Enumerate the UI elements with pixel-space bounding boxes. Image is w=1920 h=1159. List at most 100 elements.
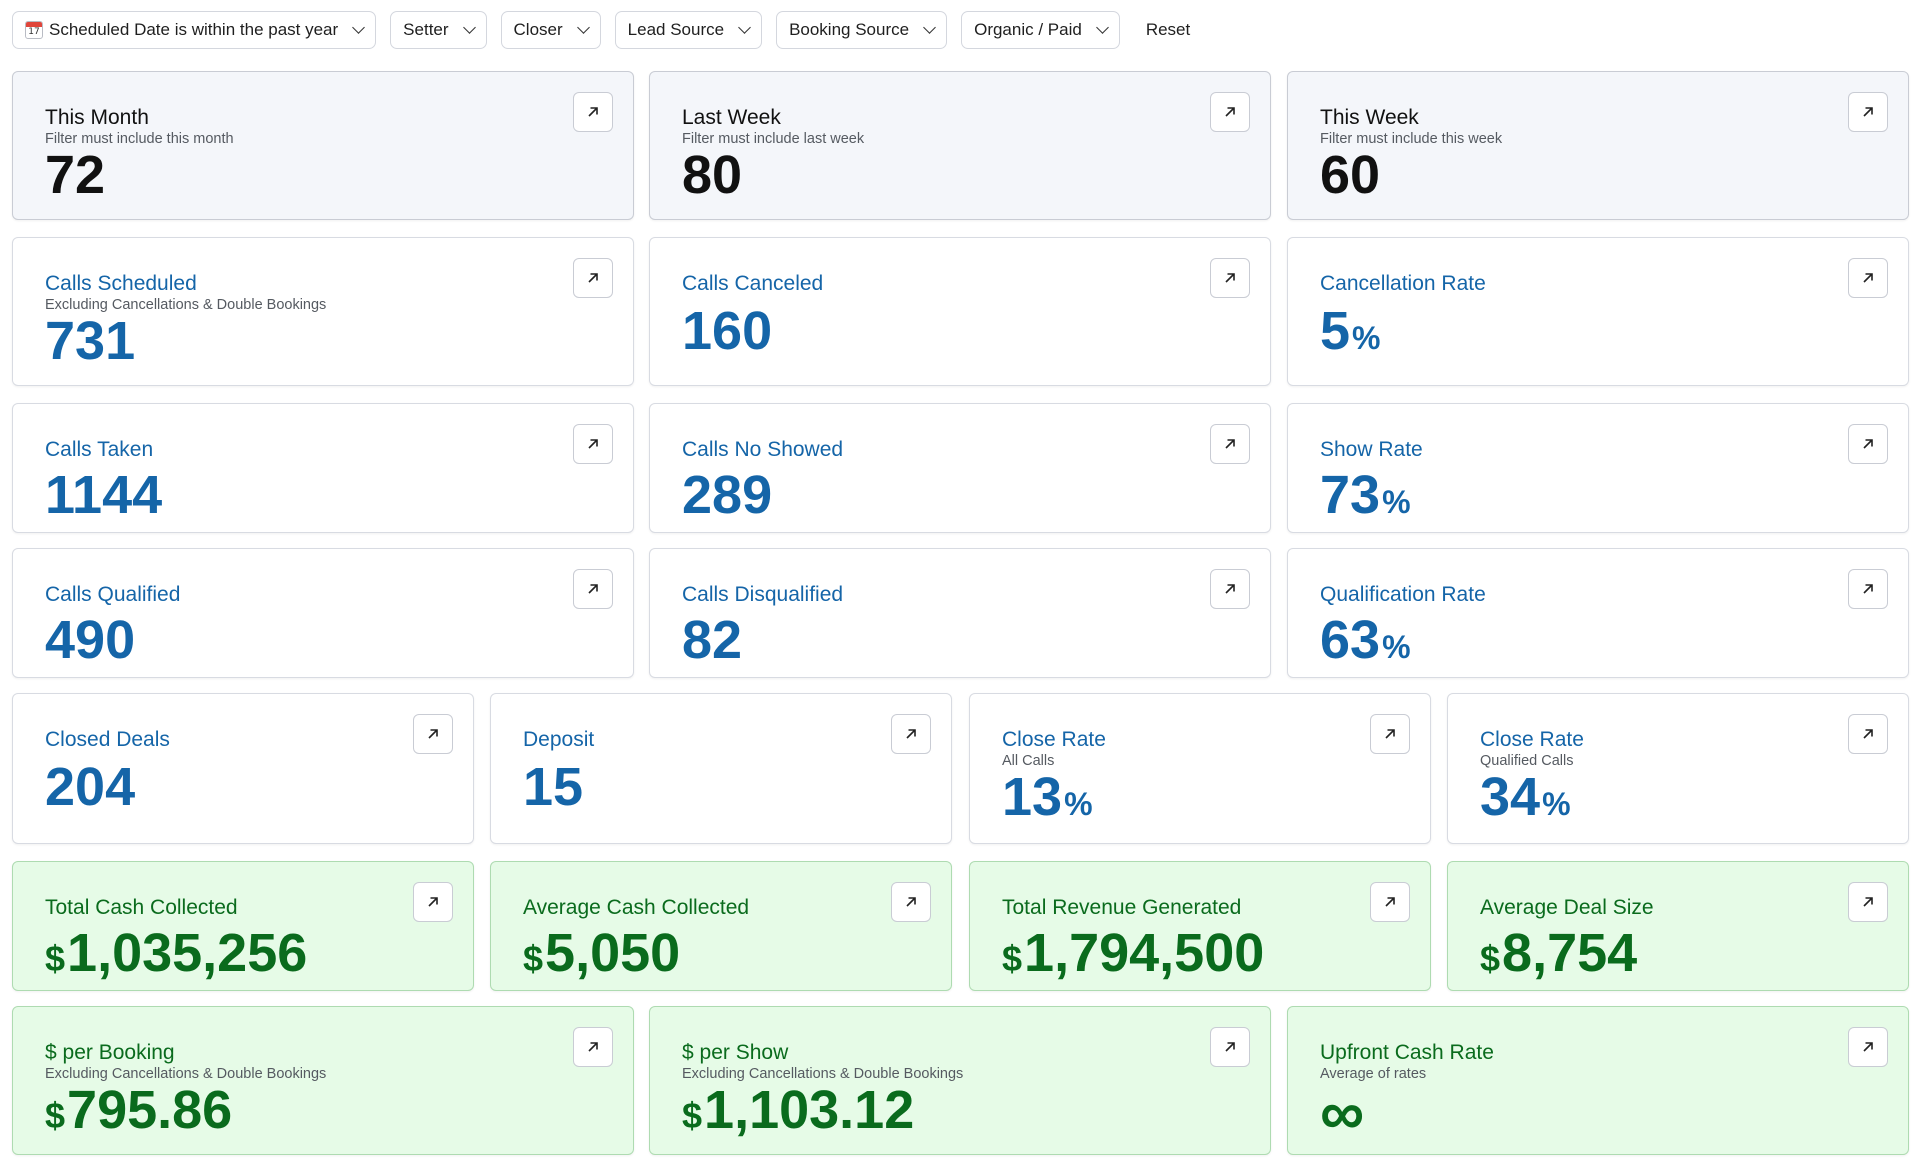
card-value: $795.86	[45, 1080, 233, 1140]
arrow-up-right-icon	[1225, 273, 1235, 283]
card-value: 490	[45, 610, 136, 670]
card-value: 82	[682, 610, 743, 670]
arrow-up-right-icon	[1385, 729, 1395, 739]
arrow-up-right-icon	[588, 584, 598, 594]
card-value: 73%	[1320, 465, 1411, 525]
card-subtitle: Excluding Cancellations & Double Booking…	[682, 1066, 964, 1082]
card-subtitle: Excluding Cancellations & Double Booking…	[45, 297, 327, 313]
arrow-up-right-icon	[1863, 729, 1873, 739]
card-value: $1,103.12	[682, 1080, 915, 1140]
percent-unit: %	[1382, 629, 1411, 665]
open-card-button[interactable]	[1210, 1027, 1250, 1067]
open-card-button[interactable]	[573, 424, 613, 464]
open-card-button[interactable]	[573, 92, 613, 132]
open-card-button[interactable]	[1370, 882, 1410, 922]
lead-source-filter[interactable]: Lead Source	[614, 11, 763, 49]
card-show-rate: Show Rate 73%	[1287, 403, 1909, 533]
card-value: $1,035,256	[45, 923, 308, 983]
card-title: Last Week	[682, 106, 781, 129]
open-card-button[interactable]	[1210, 424, 1250, 464]
arrow-up-right-icon	[588, 107, 598, 117]
arrow-up-right-icon	[906, 729, 916, 739]
arrow-up-right-icon	[906, 897, 916, 907]
card-title: $ per Show	[682, 1041, 789, 1064]
card-per-booking: $ per Booking Excluding Cancellations & …	[12, 1006, 634, 1155]
arrow-up-right-icon	[1863, 897, 1873, 907]
arrow-up-right-icon	[588, 273, 598, 283]
booking-source-filter[interactable]: Booking Source	[776, 11, 948, 49]
lead-source-filter-label: Lead Source	[627, 20, 725, 39]
arrow-up-right-icon	[428, 897, 438, 907]
open-card-button[interactable]	[1210, 569, 1250, 609]
card-calls-no-showed: Calls No Showed 289	[649, 403, 1271, 533]
card-average-deal-size: Average Deal Size $8,754	[1447, 861, 1909, 991]
card-value: 160	[682, 301, 773, 361]
open-card-button[interactable]	[413, 714, 453, 754]
percent-unit: %	[1382, 484, 1411, 520]
card-subtitle: Qualified Calls	[1480, 753, 1574, 769]
card-close-rate-all-calls: Close Rate All Calls 13%	[969, 693, 1431, 844]
card-value: 5%	[1320, 301, 1381, 361]
open-card-button[interactable]	[891, 714, 931, 754]
arrow-up-right-icon	[1385, 897, 1395, 907]
card-subtitle: Filter must include last week	[682, 131, 865, 147]
arrow-up-right-icon	[1225, 107, 1235, 117]
open-card-button[interactable]	[1848, 714, 1888, 754]
arrow-up-right-icon	[1225, 584, 1235, 594]
organic-paid-filter[interactable]: Organic / Paid	[961, 11, 1120, 49]
card-title: Cancellation Rate	[1320, 272, 1486, 295]
arrow-up-right-icon	[428, 729, 438, 739]
open-card-button[interactable]	[1848, 92, 1888, 132]
card-total-cash-collected: Total Cash Collected $1,035,256	[12, 861, 474, 991]
card-value: 34%	[1480, 767, 1571, 827]
card-title: Calls Disqualified	[682, 583, 844, 606]
chevron-down-icon	[923, 21, 936, 34]
card-subtitle: Excluding Cancellations & Double Booking…	[45, 1066, 327, 1082]
card-title: This Week	[1320, 106, 1419, 129]
card-title: Average Deal Size	[1480, 896, 1654, 919]
closer-filter[interactable]: Closer	[500, 11, 601, 49]
reset-button[interactable]: Reset	[1145, 20, 1191, 39]
arrow-up-right-icon	[1863, 107, 1873, 117]
currency-symbol: $	[523, 938, 544, 979]
card-qualification-rate: Qualification Rate 63%	[1287, 548, 1909, 678]
open-card-button[interactable]	[1848, 1027, 1888, 1067]
currency-symbol: $	[682, 1095, 703, 1136]
card-title: Closed Deals	[45, 728, 170, 751]
open-card-button[interactable]	[1848, 424, 1888, 464]
chevron-down-icon	[738, 21, 751, 34]
open-card-button[interactable]	[1210, 92, 1250, 132]
setter-filter[interactable]: Setter	[390, 11, 487, 49]
card-closed-deals: Closed Deals 204	[12, 693, 474, 844]
open-card-button[interactable]	[573, 569, 613, 609]
card-subtitle: Filter must include this month	[45, 131, 234, 147]
card-title: Calls Qualified	[45, 583, 181, 606]
open-card-button[interactable]	[1370, 714, 1410, 754]
card-value: ∞	[1320, 1083, 1364, 1145]
card-value: 80	[682, 145, 743, 205]
open-card-button[interactable]	[1848, 569, 1888, 609]
card-value: 289	[682, 465, 773, 525]
chevron-down-icon	[576, 21, 590, 34]
card-calls-canceled: Calls Canceled 160	[649, 237, 1271, 386]
open-card-button[interactable]	[573, 258, 613, 298]
card-calls-disqualified: Calls Disqualified 82	[649, 548, 1271, 678]
open-card-button[interactable]	[891, 882, 931, 922]
open-card-button[interactable]	[1848, 258, 1888, 298]
open-card-button[interactable]	[573, 1027, 613, 1067]
filter-bar: Scheduled Date is within the past year S…	[12, 11, 1202, 49]
card-value: 15	[523, 757, 584, 817]
percent-unit: %	[1542, 786, 1571, 822]
calendar-icon	[25, 21, 43, 39]
card-title: Total Revenue Generated	[1002, 896, 1242, 919]
arrow-up-right-icon	[1863, 439, 1873, 449]
date-range-filter[interactable]: Scheduled Date is within the past year	[12, 11, 377, 49]
open-card-button[interactable]	[1848, 882, 1888, 922]
card-value: 60	[1320, 145, 1381, 205]
organic-paid-filter-label: Organic / Paid	[974, 20, 1082, 39]
card-this-week: This Week Filter must include this week …	[1287, 71, 1909, 220]
open-card-button[interactable]	[1210, 258, 1250, 298]
open-card-button[interactable]	[413, 882, 453, 922]
setter-filter-label: Setter	[403, 20, 449, 39]
card-value: $5,050	[523, 923, 681, 983]
